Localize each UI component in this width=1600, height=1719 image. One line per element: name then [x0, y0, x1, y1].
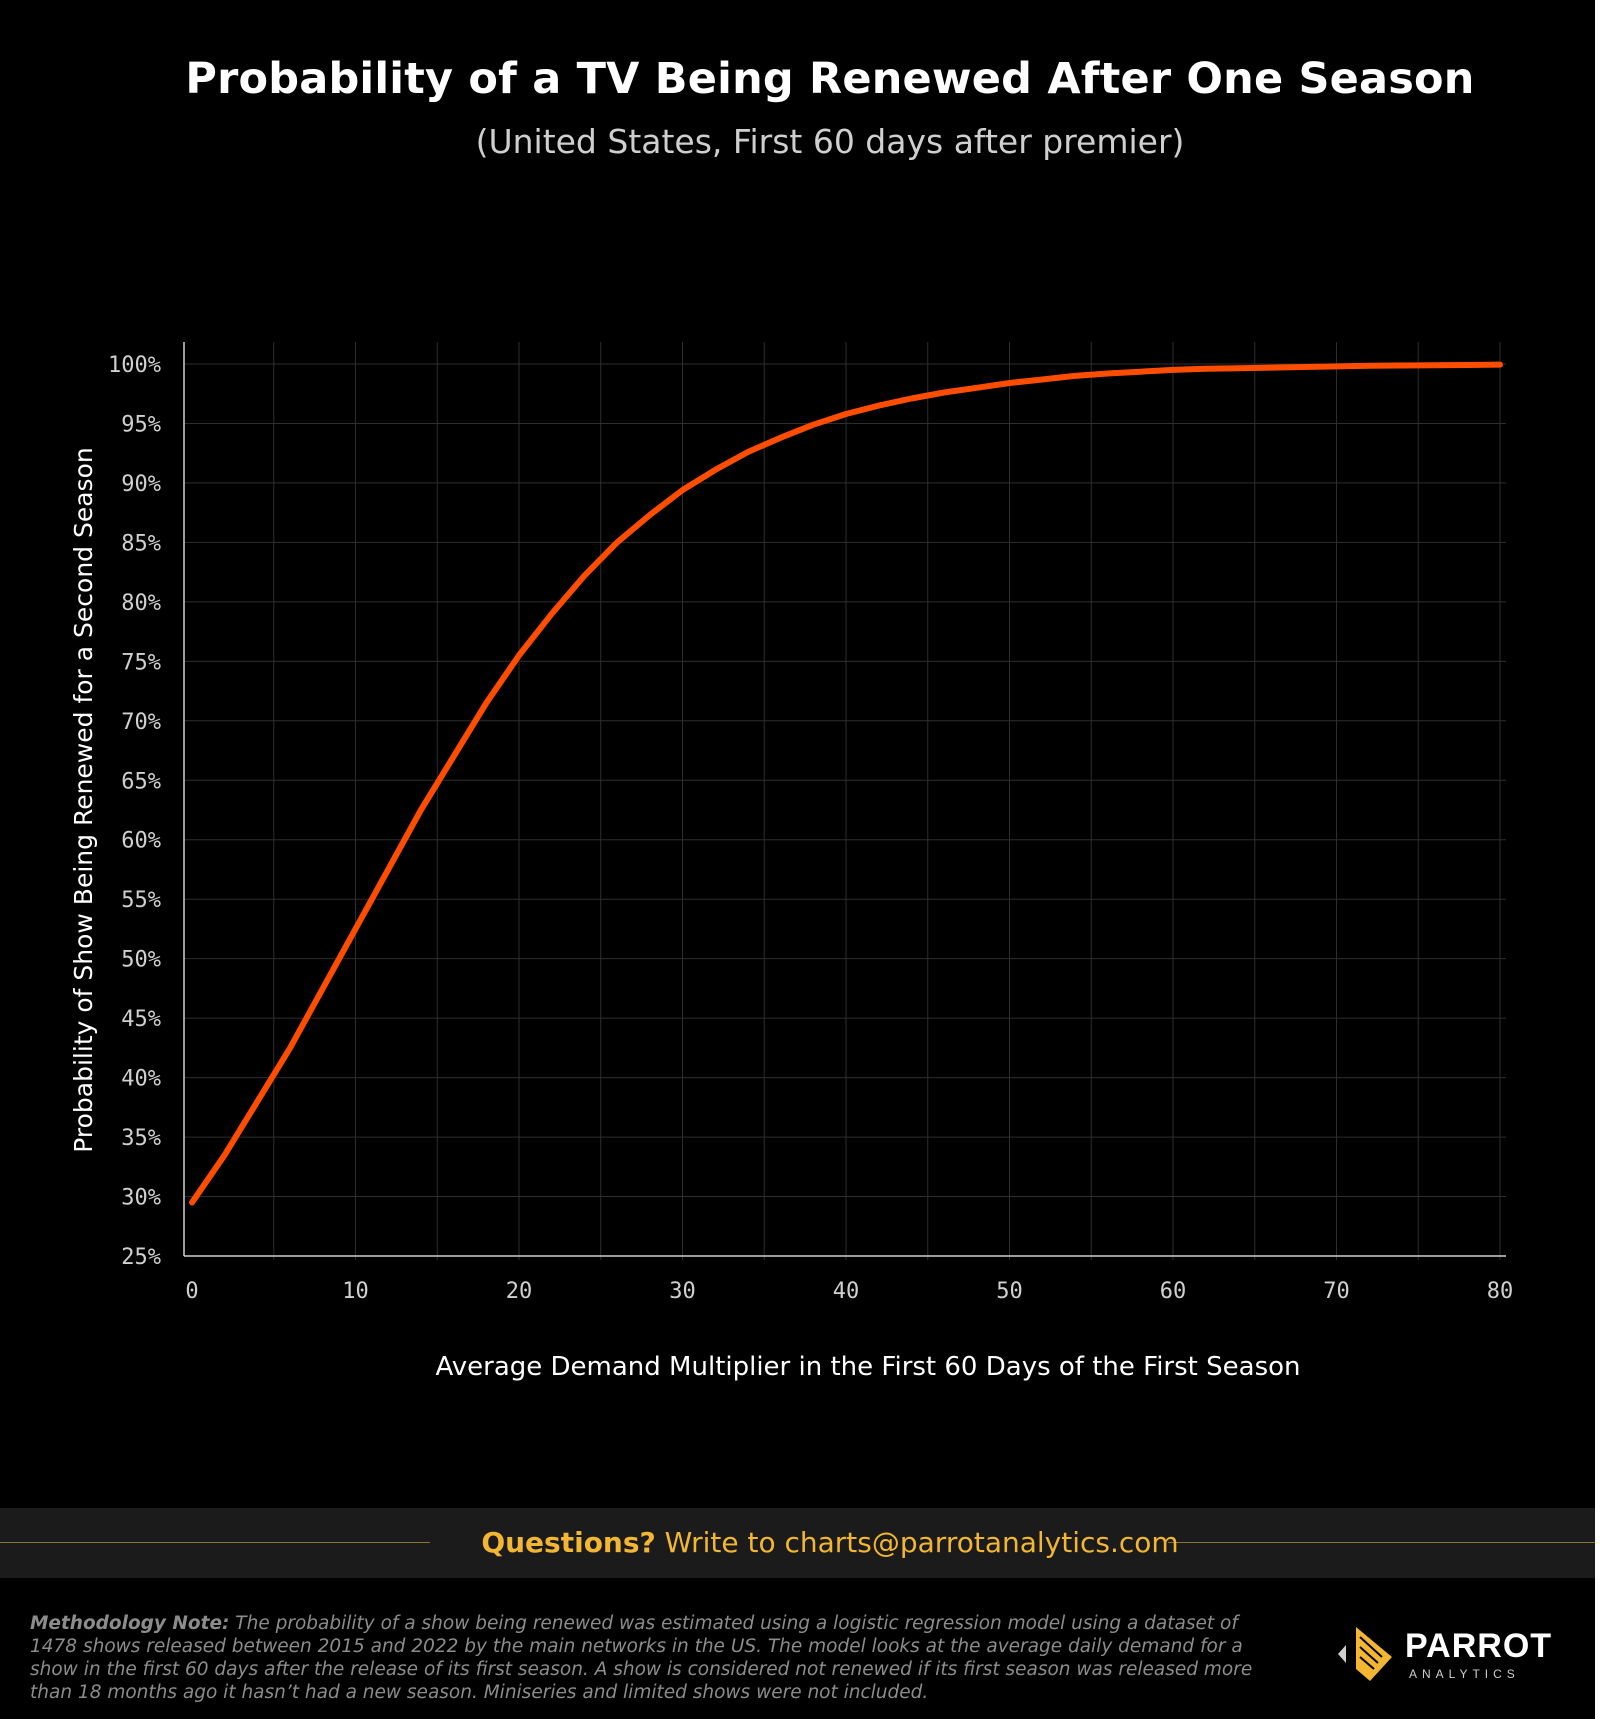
- chart-subtitle: (United States, First 60 days after prem…: [475, 122, 1185, 161]
- methodology-text: The probability of a show being renewed …: [30, 1613, 1253, 1703]
- y-tick-label: 30%: [121, 1186, 161, 1211]
- contact-email-text[interactable]: Write to charts@parrotanalytics.com: [655, 1526, 1179, 1559]
- x-tick-label: 10: [342, 1279, 369, 1304]
- logo-sub-text: ANALYTICS: [1409, 1667, 1520, 1681]
- line-chart: 25% 30% 35% 40% 45% 50% 55% 60% 65% 70% 75% 80% 85% 9…: [69, 342, 1513, 1382]
- y-tick-label: 50%: [121, 948, 161, 973]
- axis-lines: [183, 342, 1506, 1257]
- y-tick-labels: 25% 30% 35% 40% 45% 50% 55% 60% 65% 70% 75% 80% 85% 9…: [108, 353, 161, 1270]
- y-tick-label: 90%: [121, 472, 161, 497]
- divider-right: [1168, 1542, 1595, 1543]
- chart-title: Probability of a TV Being Renewed After …: [185, 54, 1475, 104]
- y-tick-label: 65%: [121, 769, 161, 794]
- x-tick-label: 30: [669, 1279, 696, 1304]
- y-axis-label: Probability of Show Being Renewed for a …: [69, 447, 98, 1152]
- parrot-mark-icon: [1338, 1627, 1392, 1681]
- questions-lead: Questions?: [481, 1526, 656, 1559]
- questions-bar: Questions? Write to charts@parrotanalyti…: [0, 1508, 1595, 1578]
- y-tick-label: 25%: [121, 1245, 161, 1270]
- x-tick-label: 0: [185, 1279, 198, 1304]
- parrot-analytics-logo: PARROT ANALYTICS: [1332, 1623, 1562, 1685]
- x-tick-label: 60: [1160, 1279, 1187, 1304]
- x-tick-label: 40: [833, 1279, 860, 1304]
- y-tick-label: 35%: [121, 1126, 161, 1151]
- y-tick-label: 60%: [121, 829, 161, 854]
- y-tick-label: 100%: [108, 353, 161, 378]
- methodology-note: Methodology Note: The probability of a s…: [30, 1612, 1290, 1704]
- x-tick-label: 70: [1323, 1279, 1350, 1304]
- x-axis-label: Average Demand Multiplier in the First 6…: [436, 1352, 1301, 1382]
- gridlines: [184, 342, 1506, 1260]
- logo-brand-text: PARROT: [1405, 1627, 1553, 1665]
- divider-left: [0, 1542, 430, 1543]
- x-tick-label: 80: [1487, 1279, 1514, 1304]
- x-tick-labels: 0 10 20 30 40 50 60 70 80: [185, 1279, 1513, 1304]
- x-tick-label: 50: [996, 1279, 1023, 1304]
- renewal-probability-line: [189, 361, 1503, 1206]
- y-tick-label: 70%: [121, 710, 161, 735]
- y-tick-label: 95%: [121, 412, 161, 437]
- methodology-lead: Methodology Note:: [30, 1613, 230, 1634]
- x-tick-label: 20: [506, 1279, 533, 1304]
- y-tick-label: 80%: [121, 591, 161, 616]
- y-tick-label: 45%: [121, 1007, 161, 1032]
- y-tick-label: 40%: [121, 1067, 161, 1092]
- y-tick-label: 85%: [121, 531, 161, 556]
- y-tick-label: 55%: [121, 888, 161, 913]
- questions-line: Questions? Write to charts@parrotanalyti…: [0, 1526, 1600, 1559]
- y-tick-label: 75%: [121, 650, 161, 675]
